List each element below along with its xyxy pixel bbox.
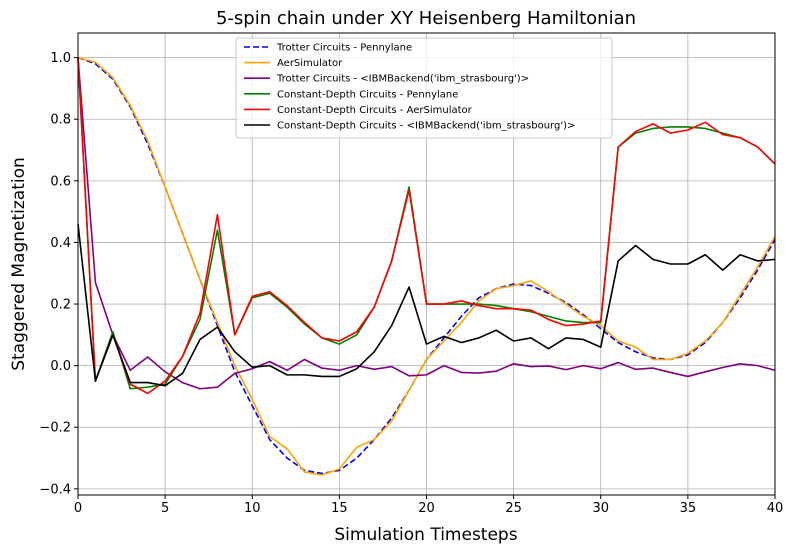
y-tick-label: 0.8 — [50, 113, 71, 128]
legend-label: Constant-Depth Circuits - <IBMBackend('i… — [277, 121, 575, 132]
x-tick-label: 0 — [74, 501, 82, 516]
legend-label: Constant-Depth Circuits - AerSimulator — [277, 105, 473, 116]
y-tick-label: 0.2 — [50, 298, 71, 313]
legend-box — [235, 37, 613, 139]
legend-label: Trotter Circuits - Pennylane — [276, 43, 412, 54]
y-tick-label: 0.6 — [50, 174, 71, 189]
x-tick-label: 5 — [161, 501, 169, 516]
x-tick-label: 25 — [505, 501, 522, 516]
x-tick-label: 20 — [418, 501, 435, 516]
legend-label: Constant-Depth Circuits - Pennylane — [277, 89, 458, 100]
series-lines — [77, 56, 776, 476]
legend-label: Trotter Circuits - <IBMBackend('ibm_stra… — [276, 74, 529, 85]
series-line-5 — [77, 57, 776, 395]
chart-title: 5-spin chain under XY Heisenberg Hamilto… — [216, 8, 636, 29]
y-tick-label: −0.4 — [39, 482, 71, 497]
y-tick-label: 0.0 — [50, 359, 71, 374]
axis-ticks: 0 5 10 15 20 25 30 35 40 −0.4 −0.2 0.0 0.2 0.4 0.6 0.8 1… — [39, 51, 783, 516]
y-tick-label: −0.2 — [39, 421, 71, 436]
x-tick-label: 10 — [244, 501, 261, 516]
series-line-2 — [77, 56, 776, 476]
series-line-3 — [77, 57, 776, 390]
x-axis-label: Simulation Timesteps — [334, 525, 517, 545]
y-axis-label: Staggered Magnetization — [9, 157, 29, 371]
y-tick-label: 0.4 — [50, 236, 71, 251]
legend: Trotter Circuits - Pennylane AerSimulator… — [235, 37, 613, 139]
x-tick-label: 35 — [680, 501, 697, 516]
x-tick-label: 15 — [331, 501, 348, 516]
x-tick-label: 30 — [592, 501, 609, 516]
x-tick-label: 40 — [767, 501, 784, 516]
series-line-6 — [77, 223, 776, 387]
y-tick-label: 1.0 — [50, 51, 71, 66]
legend-label: AerSimulator — [277, 58, 343, 69]
